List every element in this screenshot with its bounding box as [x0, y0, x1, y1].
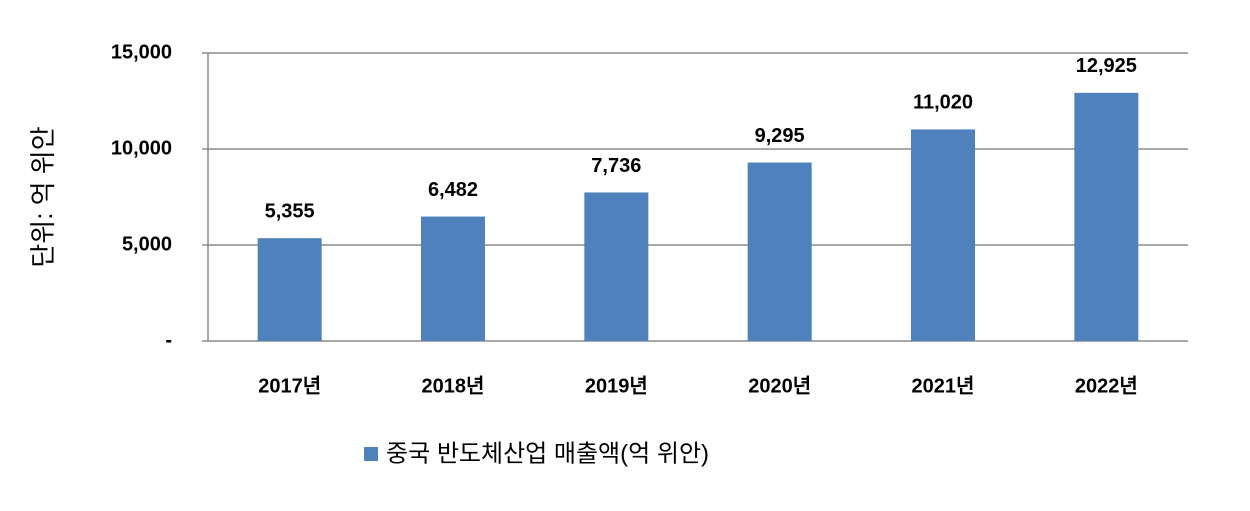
x-tick-label: 2017년 — [258, 374, 321, 397]
bar — [1074, 92, 1139, 341]
bar — [747, 162, 812, 341]
legend-swatch — [364, 447, 378, 461]
y-axis-label: 단위: 억 위안 — [28, 126, 58, 267]
y-tick-label: 10,000 — [111, 137, 172, 159]
value-label: 9,295 — [755, 125, 805, 147]
legend-label: 중국 반도체산업 매출액(억 위안) — [386, 440, 709, 467]
y-tick-label: 5,000 — [122, 233, 172, 255]
value-label: 12,925 — [1076, 55, 1137, 77]
x-tick-label: 2019년 — [585, 374, 648, 397]
value-label: 11,020 — [913, 92, 973, 114]
x-tick-label: 2020년 — [748, 374, 811, 397]
bar — [584, 192, 649, 341]
x-tick-label: 2021년 — [912, 374, 975, 397]
x-tick-label: 2018년 — [422, 374, 485, 397]
x-tick-label: 2022년 — [1075, 374, 1138, 397]
bar — [421, 216, 485, 341]
value-label: 5,355 — [265, 200, 315, 222]
y-tick-label: - — [165, 329, 172, 351]
value-label: 7,736 — [591, 155, 641, 177]
value-label: 6,482 — [428, 179, 478, 201]
bar — [257, 238, 322, 341]
bar — [911, 129, 975, 341]
y-tick-label: 15,000 — [111, 41, 172, 63]
